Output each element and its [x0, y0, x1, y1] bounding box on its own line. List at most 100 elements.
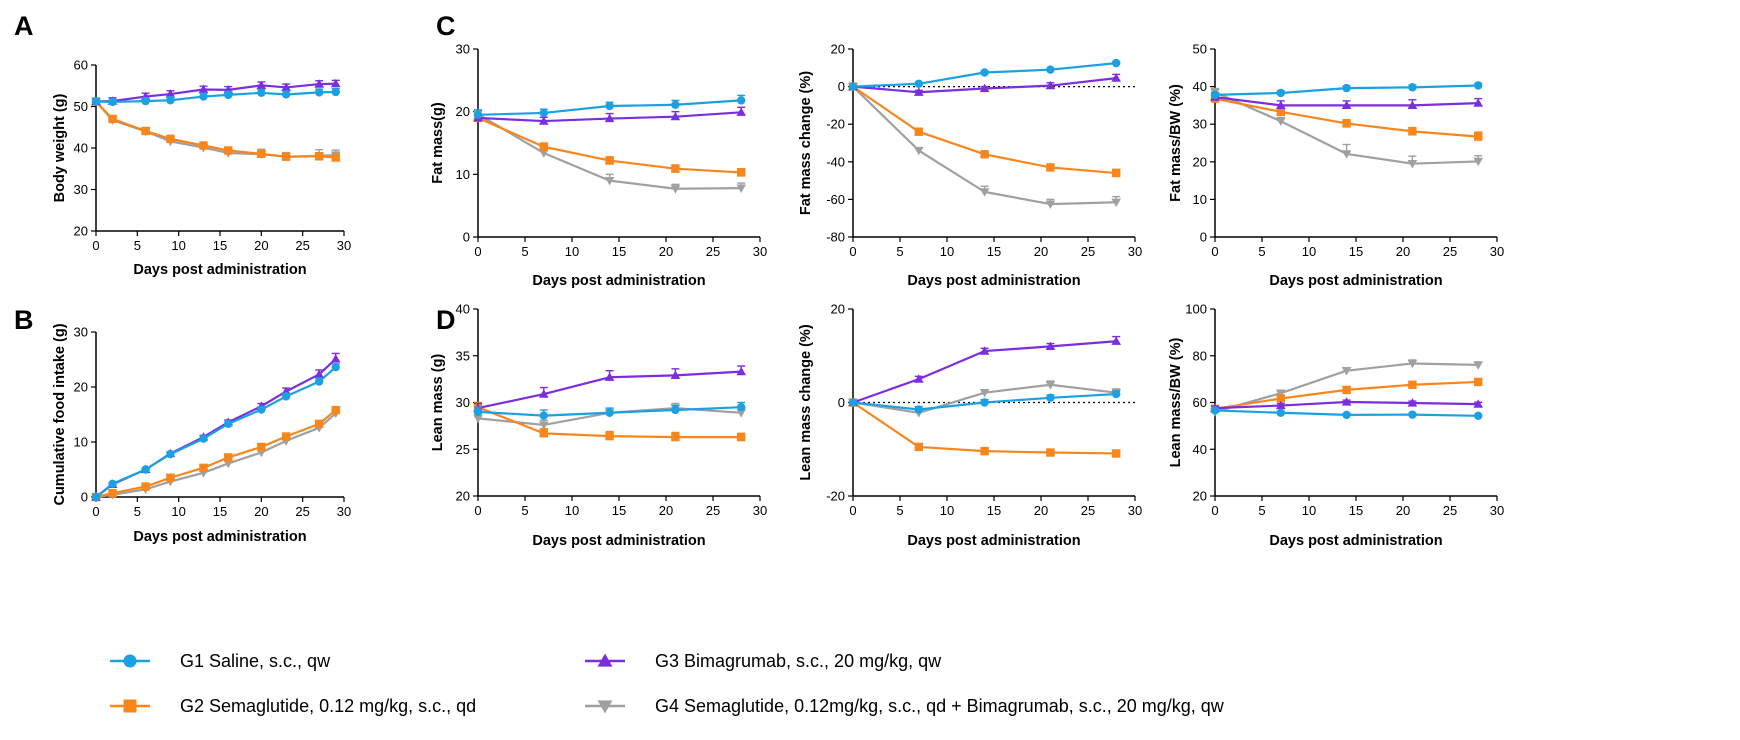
x-tick-label: 25	[706, 503, 720, 518]
series-g1	[1210, 406, 1483, 421]
x-tick-label: 25	[1081, 244, 1095, 259]
y-axis-label: Fat mass(g)	[430, 102, 446, 184]
data-point	[199, 434, 208, 443]
data-point	[314, 369, 325, 378]
data-point	[1112, 58, 1121, 68]
x-tick-label: 0	[1211, 244, 1218, 259]
legend-label-g1: G1 Saline, s.c., qw	[180, 651, 331, 671]
chart-d3: 20 40 60 80 100 0 5 10 15 20 25 30 Days post adminis…	[1168, 302, 1504, 550]
data-point	[108, 114, 117, 124]
data-point	[1408, 83, 1417, 92]
data-point	[141, 126, 150, 136]
y-tick-label: 30	[456, 395, 470, 410]
data-point	[281, 82, 291, 92]
data-point	[1112, 389, 1121, 399]
x-tick-label: 15	[612, 244, 626, 259]
x-tick-label: 5	[134, 504, 141, 519]
data-point	[1046, 448, 1055, 457]
x-tick-label: 20	[659, 503, 673, 518]
y-tick-label: -20	[826, 117, 845, 132]
data-point	[257, 442, 266, 452]
y-tick-label: -60	[826, 192, 845, 207]
x-axis-label: Days post administration	[133, 529, 306, 545]
data-point	[199, 141, 208, 150]
y-tick-label: 35	[456, 348, 470, 363]
data-point	[539, 411, 548, 420]
series-g4	[91, 409, 341, 502]
data-point	[604, 113, 615, 123]
data-point	[1210, 90, 1220, 100]
data-point	[1408, 127, 1417, 136]
y-tick-label: 0	[463, 230, 470, 245]
data-point	[331, 405, 340, 415]
x-tick-label: 0	[849, 503, 856, 518]
series-line	[95, 100, 336, 159]
x-tick-label: 25	[1443, 244, 1457, 259]
series-g2	[91, 405, 340, 502]
data-point	[224, 146, 233, 155]
data-point	[538, 149, 549, 158]
chart-c3: 0 10 20 30 40 50 0 5 10 15 20 25 30 Days post adminis…	[1168, 42, 1504, 290]
x-tick-label: 15	[213, 238, 227, 253]
x-tick-label: 30	[1490, 503, 1504, 518]
data-point	[1275, 117, 1286, 127]
series-g1	[91, 87, 340, 107]
data-point	[605, 156, 614, 165]
legend-marker-g4	[585, 700, 625, 714]
x-tick-label: 20	[1396, 244, 1410, 259]
y-tick-label: 40	[1193, 442, 1207, 457]
data-point	[281, 392, 291, 401]
data-point	[604, 176, 615, 186]
data-point	[108, 97, 117, 107]
y-tick-label: 20	[1193, 154, 1207, 169]
data-point	[141, 482, 150, 491]
data-point	[913, 374, 924, 383]
y-tick-label: 20	[1193, 489, 1207, 504]
data-point	[1474, 132, 1483, 141]
x-tick-label: 5	[896, 503, 903, 518]
x-tick-label: 30	[1128, 503, 1142, 518]
data-point	[605, 101, 614, 111]
data-point	[980, 68, 989, 77]
data-point	[1045, 80, 1056, 90]
y-axis-label: Lean mass (g)	[430, 354, 446, 452]
series-g1	[1210, 81, 1483, 100]
data-point	[671, 100, 680, 109]
data-point	[315, 377, 324, 386]
x-axis-label: Days post administration	[133, 262, 306, 278]
data-point	[539, 429, 548, 438]
x-tick-label: 0	[92, 238, 99, 253]
data-point	[1341, 150, 1352, 159]
y-tick-label: 30	[1193, 117, 1207, 132]
data-point	[914, 442, 923, 452]
x-tick-label: 15	[987, 244, 1001, 259]
legend-symbol	[597, 700, 613, 714]
data-point	[330, 354, 341, 363]
series-line	[852, 85, 1117, 175]
y-tick-label: 30	[456, 42, 470, 57]
series-g3	[473, 365, 747, 412]
x-tick-label: 30	[337, 504, 351, 519]
data-point	[539, 108, 548, 118]
x-axis-label: Days post administration	[907, 273, 1080, 289]
x-tick-label: 25	[295, 504, 309, 519]
x-tick-label: 25	[295, 238, 309, 253]
data-point	[979, 346, 990, 355]
legend-item-g1: G1 Saline, s.c., qw	[110, 651, 331, 671]
x-tick-label: 25	[1443, 503, 1457, 518]
series-g4	[848, 82, 1122, 209]
data-point	[914, 405, 923, 414]
data-point	[315, 88, 324, 97]
y-tick-label: 60	[1193, 395, 1207, 410]
data-point	[473, 110, 483, 120]
x-tick-label: 5	[134, 238, 141, 253]
series-line	[852, 401, 1117, 455]
chart-d1: 20 25 30 35 40 0 5 10 15 20 25 30 Days post administ…	[430, 302, 767, 550]
series-g4	[91, 97, 341, 162]
data-point	[671, 432, 680, 442]
data-point	[737, 168, 746, 177]
x-tick-label: 0	[849, 244, 856, 259]
y-tick-label: -20	[826, 489, 845, 504]
x-tick-label: 30	[753, 503, 767, 518]
